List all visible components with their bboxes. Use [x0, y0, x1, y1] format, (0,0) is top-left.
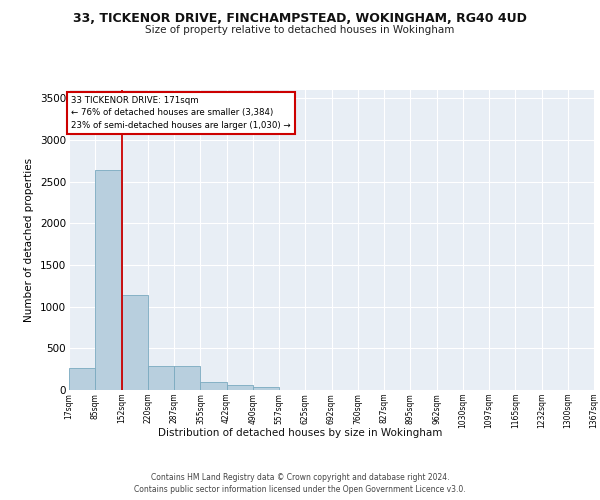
Text: 33 TICKENOR DRIVE: 171sqm
← 76% of detached houses are smaller (3,384)
23% of se: 33 TICKENOR DRIVE: 171sqm ← 76% of detac…	[71, 96, 290, 130]
Text: Size of property relative to detached houses in Wokingham: Size of property relative to detached ho…	[145, 25, 455, 35]
Text: 33, TICKENOR DRIVE, FINCHAMPSTEAD, WOKINGHAM, RG40 4UD: 33, TICKENOR DRIVE, FINCHAMPSTEAD, WOKIN…	[73, 12, 527, 26]
Bar	[174, 366, 200, 390]
Bar	[227, 385, 253, 390]
Bar	[69, 368, 95, 390]
Text: Distribution of detached houses by size in Wokingham: Distribution of detached houses by size …	[158, 428, 442, 438]
Text: Contains HM Land Registry data © Crown copyright and database right 2024.
Contai: Contains HM Land Registry data © Crown c…	[134, 472, 466, 494]
Bar	[200, 382, 227, 390]
Bar	[148, 366, 174, 390]
Y-axis label: Number of detached properties: Number of detached properties	[25, 158, 34, 322]
Bar	[253, 387, 279, 390]
Bar	[121, 295, 148, 390]
Bar	[95, 170, 121, 390]
